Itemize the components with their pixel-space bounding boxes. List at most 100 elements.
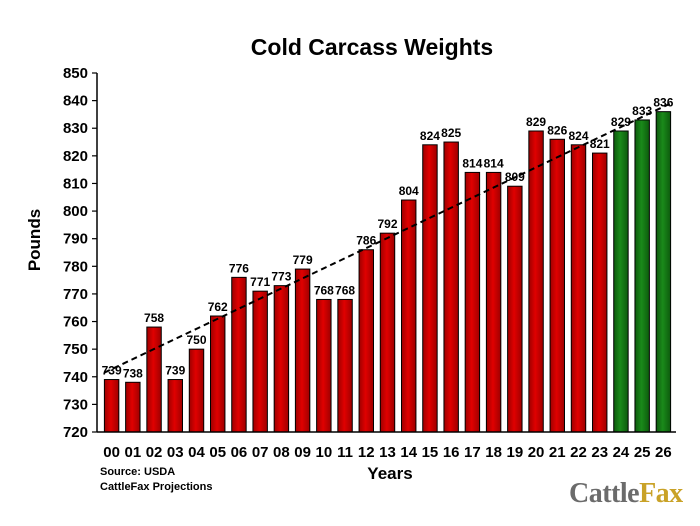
data-label-07: 771 (250, 275, 270, 289)
data-label-16: 825 (441, 126, 461, 140)
bar-01 (125, 381, 141, 433)
data-label-05: 762 (208, 300, 228, 314)
bar-17 (464, 171, 481, 433)
data-label-09: 779 (293, 253, 313, 267)
y-tick-label: 850 (63, 65, 88, 82)
x-tick-label-11: 11 (337, 444, 353, 461)
data-label-20: 829 (526, 115, 546, 129)
x-tick-label-21: 21 (549, 444, 566, 461)
bar-05 (210, 315, 226, 433)
y-tick-label: 820 (63, 148, 88, 165)
x-tick-label-05: 05 (209, 444, 226, 461)
bar-19 (507, 185, 523, 433)
bar-10 (316, 298, 332, 433)
x-tick-labels: 00 01 02 03 04 05 06 07 08 09 10 11 12 13 14 15 16 17 18 19… (103, 444, 671, 461)
data-label-01: 738 (123, 366, 143, 380)
bar-12 (358, 249, 374, 433)
data-label-00: 739 (102, 364, 122, 378)
x-tick-label-24: 24 (613, 444, 630, 461)
bar-00 (103, 379, 120, 433)
data-label-18: 814 (484, 156, 504, 170)
x-tick-label-19: 19 (506, 444, 523, 461)
x-tick-label-13: 13 (379, 444, 396, 461)
y-tick-labels: 720 730 740 750 760 770 780 790 800 810 820 830 840 8… (63, 65, 97, 441)
bar-16 (443, 141, 459, 433)
data-label-21: 826 (547, 123, 567, 137)
x-tick-label-08: 08 (273, 444, 290, 461)
x-tick-label-06: 06 (231, 444, 248, 461)
x-tick-label-14: 14 (400, 444, 417, 461)
bar-25 (634, 119, 650, 433)
bar-14 (401, 199, 417, 433)
x-axis-label: Years (367, 464, 412, 483)
x-tick-label-18: 18 (485, 444, 502, 461)
bars (103, 111, 672, 433)
data-label-24: 829 (611, 115, 631, 129)
data-label-06: 776 (229, 261, 249, 275)
y-tick-label: 840 (63, 93, 88, 110)
x-tick-label-25: 25 (634, 444, 651, 461)
data-label-23: 821 (590, 137, 610, 151)
source-note: Source: USDA (100, 466, 176, 478)
y-tick-label: 720 (63, 424, 88, 441)
y-tick-label: 770 (63, 286, 88, 303)
data-label-13: 792 (377, 217, 397, 231)
x-tick-label-00: 00 (103, 444, 120, 461)
x-tick-label-04: 04 (188, 444, 205, 461)
bar-20 (528, 130, 544, 433)
y-tick-label: 760 (63, 314, 88, 331)
x-tick-label-22: 22 (570, 444, 587, 461)
cattlefax-logo: CattleFax (569, 478, 683, 509)
bar-13 (379, 232, 396, 433)
x-tick-label-23: 23 (591, 444, 608, 461)
y-tick-label: 730 (63, 396, 88, 413)
bar-03 (167, 379, 183, 433)
y-axis-label: Pounds (25, 209, 44, 271)
x-tick-label-26: 26 (655, 444, 672, 461)
y-tick-label: 830 (63, 120, 88, 137)
bar-06 (231, 276, 247, 433)
data-label-04: 750 (186, 333, 206, 347)
bar-07 (252, 290, 268, 433)
bar-08 (273, 285, 290, 433)
bar-22 (570, 144, 587, 433)
data-label-03: 739 (165, 364, 185, 378)
y-tick-label: 810 (63, 175, 88, 192)
x-tick-label-20: 20 (528, 444, 545, 461)
x-tick-label-07: 07 (252, 444, 269, 461)
chart-title: Cold Carcass Weights (251, 34, 493, 60)
bar-26 (655, 111, 672, 433)
data-label-11: 768 (335, 283, 355, 297)
data-label-10: 768 (314, 283, 334, 297)
data-label-15: 824 (420, 129, 440, 143)
data-label-08: 773 (271, 270, 291, 284)
trendline (103, 102, 672, 374)
y-tick-label: 750 (63, 341, 88, 358)
x-tick-label-10: 10 (315, 444, 332, 461)
data-label-25: 833 (632, 104, 652, 118)
data-label-17: 814 (462, 156, 482, 170)
x-tick-label-12: 12 (358, 444, 375, 461)
x-tick-label-02: 02 (146, 444, 163, 461)
data-label-14: 804 (399, 184, 419, 198)
projections-note: CattleFax Projections (100, 481, 213, 493)
y-tick-label: 790 (63, 231, 88, 248)
bar-09 (294, 268, 311, 433)
x-tick-label-17: 17 (464, 444, 481, 461)
bar-24 (613, 130, 629, 433)
data-label-26: 836 (653, 96, 673, 110)
x-tick-label-01: 01 (124, 444, 141, 461)
data-label-12: 786 (356, 234, 376, 248)
x-tick-label-15: 15 (422, 444, 439, 461)
y-tick-label: 740 (63, 369, 88, 386)
bar-23 (592, 152, 608, 433)
x-tick-label-09: 09 (294, 444, 311, 461)
bar-15 (422, 144, 438, 433)
bar-04 (188, 348, 205, 433)
bar-02 (146, 326, 162, 433)
data-label-22: 824 (568, 129, 588, 143)
x-tick-label-16: 16 (443, 444, 460, 461)
bar-21 (549, 138, 565, 433)
